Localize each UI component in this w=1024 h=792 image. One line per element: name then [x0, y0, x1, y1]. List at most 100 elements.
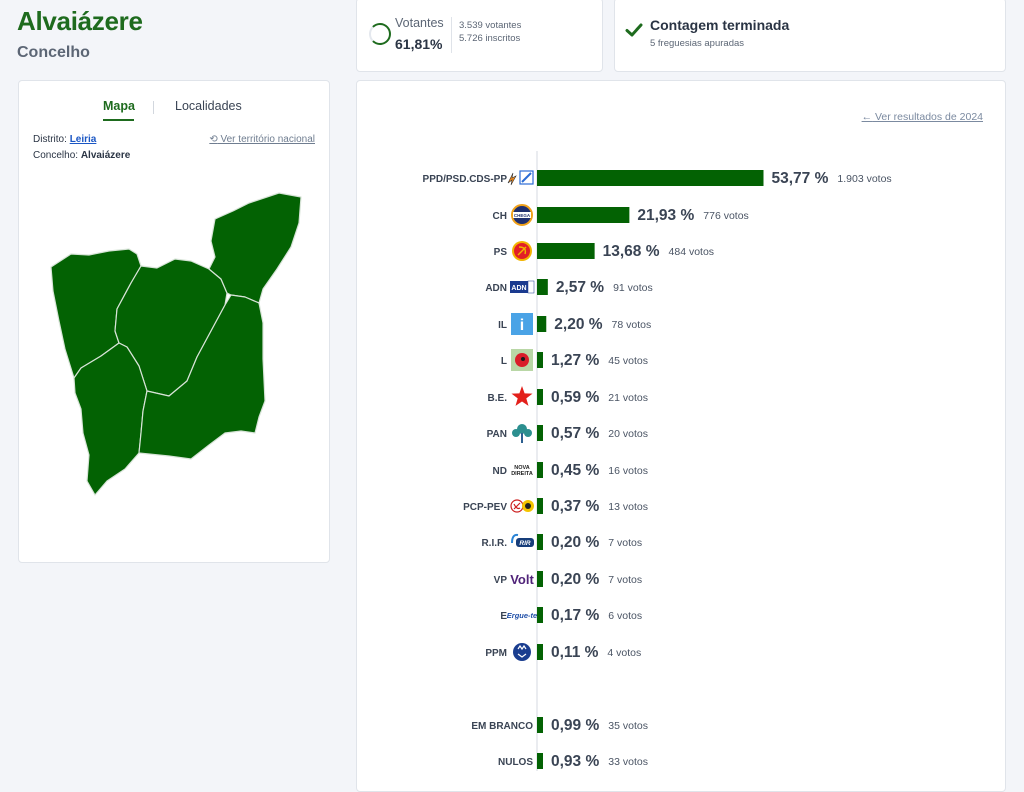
result-bar[interactable] — [537, 425, 543, 441]
il-logo-text: i — [520, 317, 524, 334]
result-bar[interactable] — [537, 170, 764, 186]
ergue-te-logo-text: Ergue-te — [507, 611, 537, 620]
result-bar[interactable] — [537, 207, 630, 223]
turnout-registered: 5.726 inscritos — [459, 33, 521, 44]
result-bar[interactable] — [537, 607, 543, 623]
previous-results-link[interactable]: ← Ver resultados de 2024 — [862, 111, 983, 123]
result-percent-label: 0,20 % — [551, 571, 599, 588]
result-bar[interactable] — [537, 498, 543, 514]
result-percent-label: 0,37 % — [551, 498, 599, 515]
party-label: IL — [498, 320, 507, 331]
district-label: Distrito: — [33, 134, 67, 145]
result-percent-label: 53,77 % — [772, 170, 829, 187]
volt-logo-text: Volt — [510, 572, 534, 587]
party-label: R.I.R. — [481, 538, 507, 549]
undo-arrow-icon: ⟲ — [209, 134, 218, 145]
count-status-subtitle: 5 freguesias apuradas — [650, 38, 745, 49]
psd-cds-logo — [507, 170, 534, 186]
turnout-divider — [451, 17, 452, 53]
livre-logo — [511, 349, 533, 371]
result-percent-label: 0,59 % — [551, 389, 599, 406]
result-votes-label: 13 votos — [608, 501, 648, 513]
party-label: PPD/PSD.CDS-PP — [423, 174, 508, 185]
result-percent-label: 0,45 % — [551, 462, 599, 479]
result-percent-label: 13,68 % — [603, 243, 660, 260]
result-bar[interactable] — [537, 243, 595, 259]
result-percent-label: 0,93 % — [551, 753, 599, 770]
result-votes-label: 78 votos — [612, 319, 652, 331]
party-label: PS — [494, 247, 508, 258]
turnout-progress-icon — [369, 23, 391, 45]
party-label: NULOS — [498, 757, 533, 768]
result-percent-label: 1,27 % — [551, 352, 599, 369]
il-logo: i — [511, 313, 533, 335]
result-percent-label: 0,57 % — [551, 425, 599, 442]
previous-results-label: Ver resultados de 2024 — [875, 111, 983, 123]
result-bar[interactable] — [537, 389, 543, 405]
party-label: EM BRANCO — [471, 721, 533, 732]
party-label: E — [500, 611, 507, 622]
party-label: B.E. — [488, 393, 508, 404]
parish-map-region[interactable] — [73, 342, 148, 496]
result-bar[interactable] — [537, 534, 543, 550]
tab-mapa[interactable]: Mapa — [103, 99, 135, 113]
parish-map-region[interactable] — [208, 192, 302, 304]
result-votes-label: 7 votos — [608, 537, 642, 549]
tab-localidades[interactable]: Localidades — [175, 99, 242, 113]
national-territory-link[interactable]: ⟲ Ver território nacional — [209, 134, 315, 145]
result-bar[interactable] — [537, 352, 543, 368]
ergue-te-logo: Ergue-te — [507, 611, 537, 620]
party-label: ADN — [485, 283, 507, 294]
party-label: CH — [493, 211, 507, 222]
district-link[interactable]: Leiria — [69, 134, 97, 145]
result-votes-label: 4 votos — [607, 647, 641, 659]
parish-map-region[interactable] — [138, 294, 266, 460]
result-bar[interactable] — [537, 717, 543, 733]
checkmark-icon — [625, 23, 643, 37]
result-bar[interactable] — [537, 644, 543, 660]
rir-logo: RIR — [511, 533, 534, 547]
result-bar[interactable] — [537, 571, 543, 587]
result-bar[interactable] — [537, 279, 548, 295]
result-percent-label: 2,57 % — [556, 279, 604, 296]
result-percent-label: 0,99 % — [551, 717, 599, 734]
result-votes-label: 20 votos — [608, 428, 648, 440]
result-bar[interactable] — [537, 753, 543, 769]
result-votes-label: 16 votos — [608, 465, 648, 477]
party-label: PPM — [485, 648, 507, 659]
arrow-left-icon: ← — [861, 111, 873, 123]
volt-logo: Volt — [510, 572, 534, 587]
turnout-voters: 3.539 votantes — [459, 20, 522, 31]
result-bar[interactable] — [537, 316, 547, 332]
district-info: Distrito: Leiria — [33, 134, 96, 145]
result-percent-label: 21,93 % — [637, 207, 694, 224]
national-territory-label: Ver território nacional — [220, 134, 316, 145]
result-percent-label: 0,11 % — [551, 644, 599, 661]
result-bar[interactable] — [537, 462, 543, 478]
result-votes-label: 776 votos — [703, 210, 749, 222]
chega-logo: CHEGA — [511, 204, 533, 226]
turnout-percent: 61,81% — [395, 36, 443, 52]
result-votes-label: 6 votos — [608, 610, 642, 622]
result-votes-label: 33 votos — [608, 756, 648, 768]
result-percent-label: 0,20 % — [551, 534, 599, 551]
county-info: Concelho: Alvaiázere — [33, 150, 130, 161]
county-map — [50, 192, 302, 496]
party-label: ND — [493, 466, 507, 477]
map-panel: Mapa Localidades Distrito: Leiria Concel… — [18, 80, 330, 563]
party-label: PCP-PEV — [463, 502, 507, 513]
result-votes-label: 1.903 votos — [837, 173, 891, 185]
ppm-logo — [513, 643, 531, 661]
result-votes-label: 484 votos — [669, 246, 715, 258]
nd-logo-text: DIREITA — [511, 471, 533, 477]
result-votes-label: 21 votos — [608, 392, 648, 404]
result-votes-label: 35 votos — [608, 720, 648, 732]
count-status-card: Contagem terminada 5 freguesias apuradas — [614, 0, 1006, 72]
be-star-logo — [511, 386, 533, 406]
ps-logo — [512, 241, 532, 261]
adn-logo-text: ADN — [511, 285, 526, 292]
party-label: VP — [494, 575, 508, 586]
results-panel: ← Ver resultados de 2024 PPD/PSD.CDS-PP 5… — [356, 80, 1006, 792]
page-title: Alvaiázere — [17, 6, 143, 36]
